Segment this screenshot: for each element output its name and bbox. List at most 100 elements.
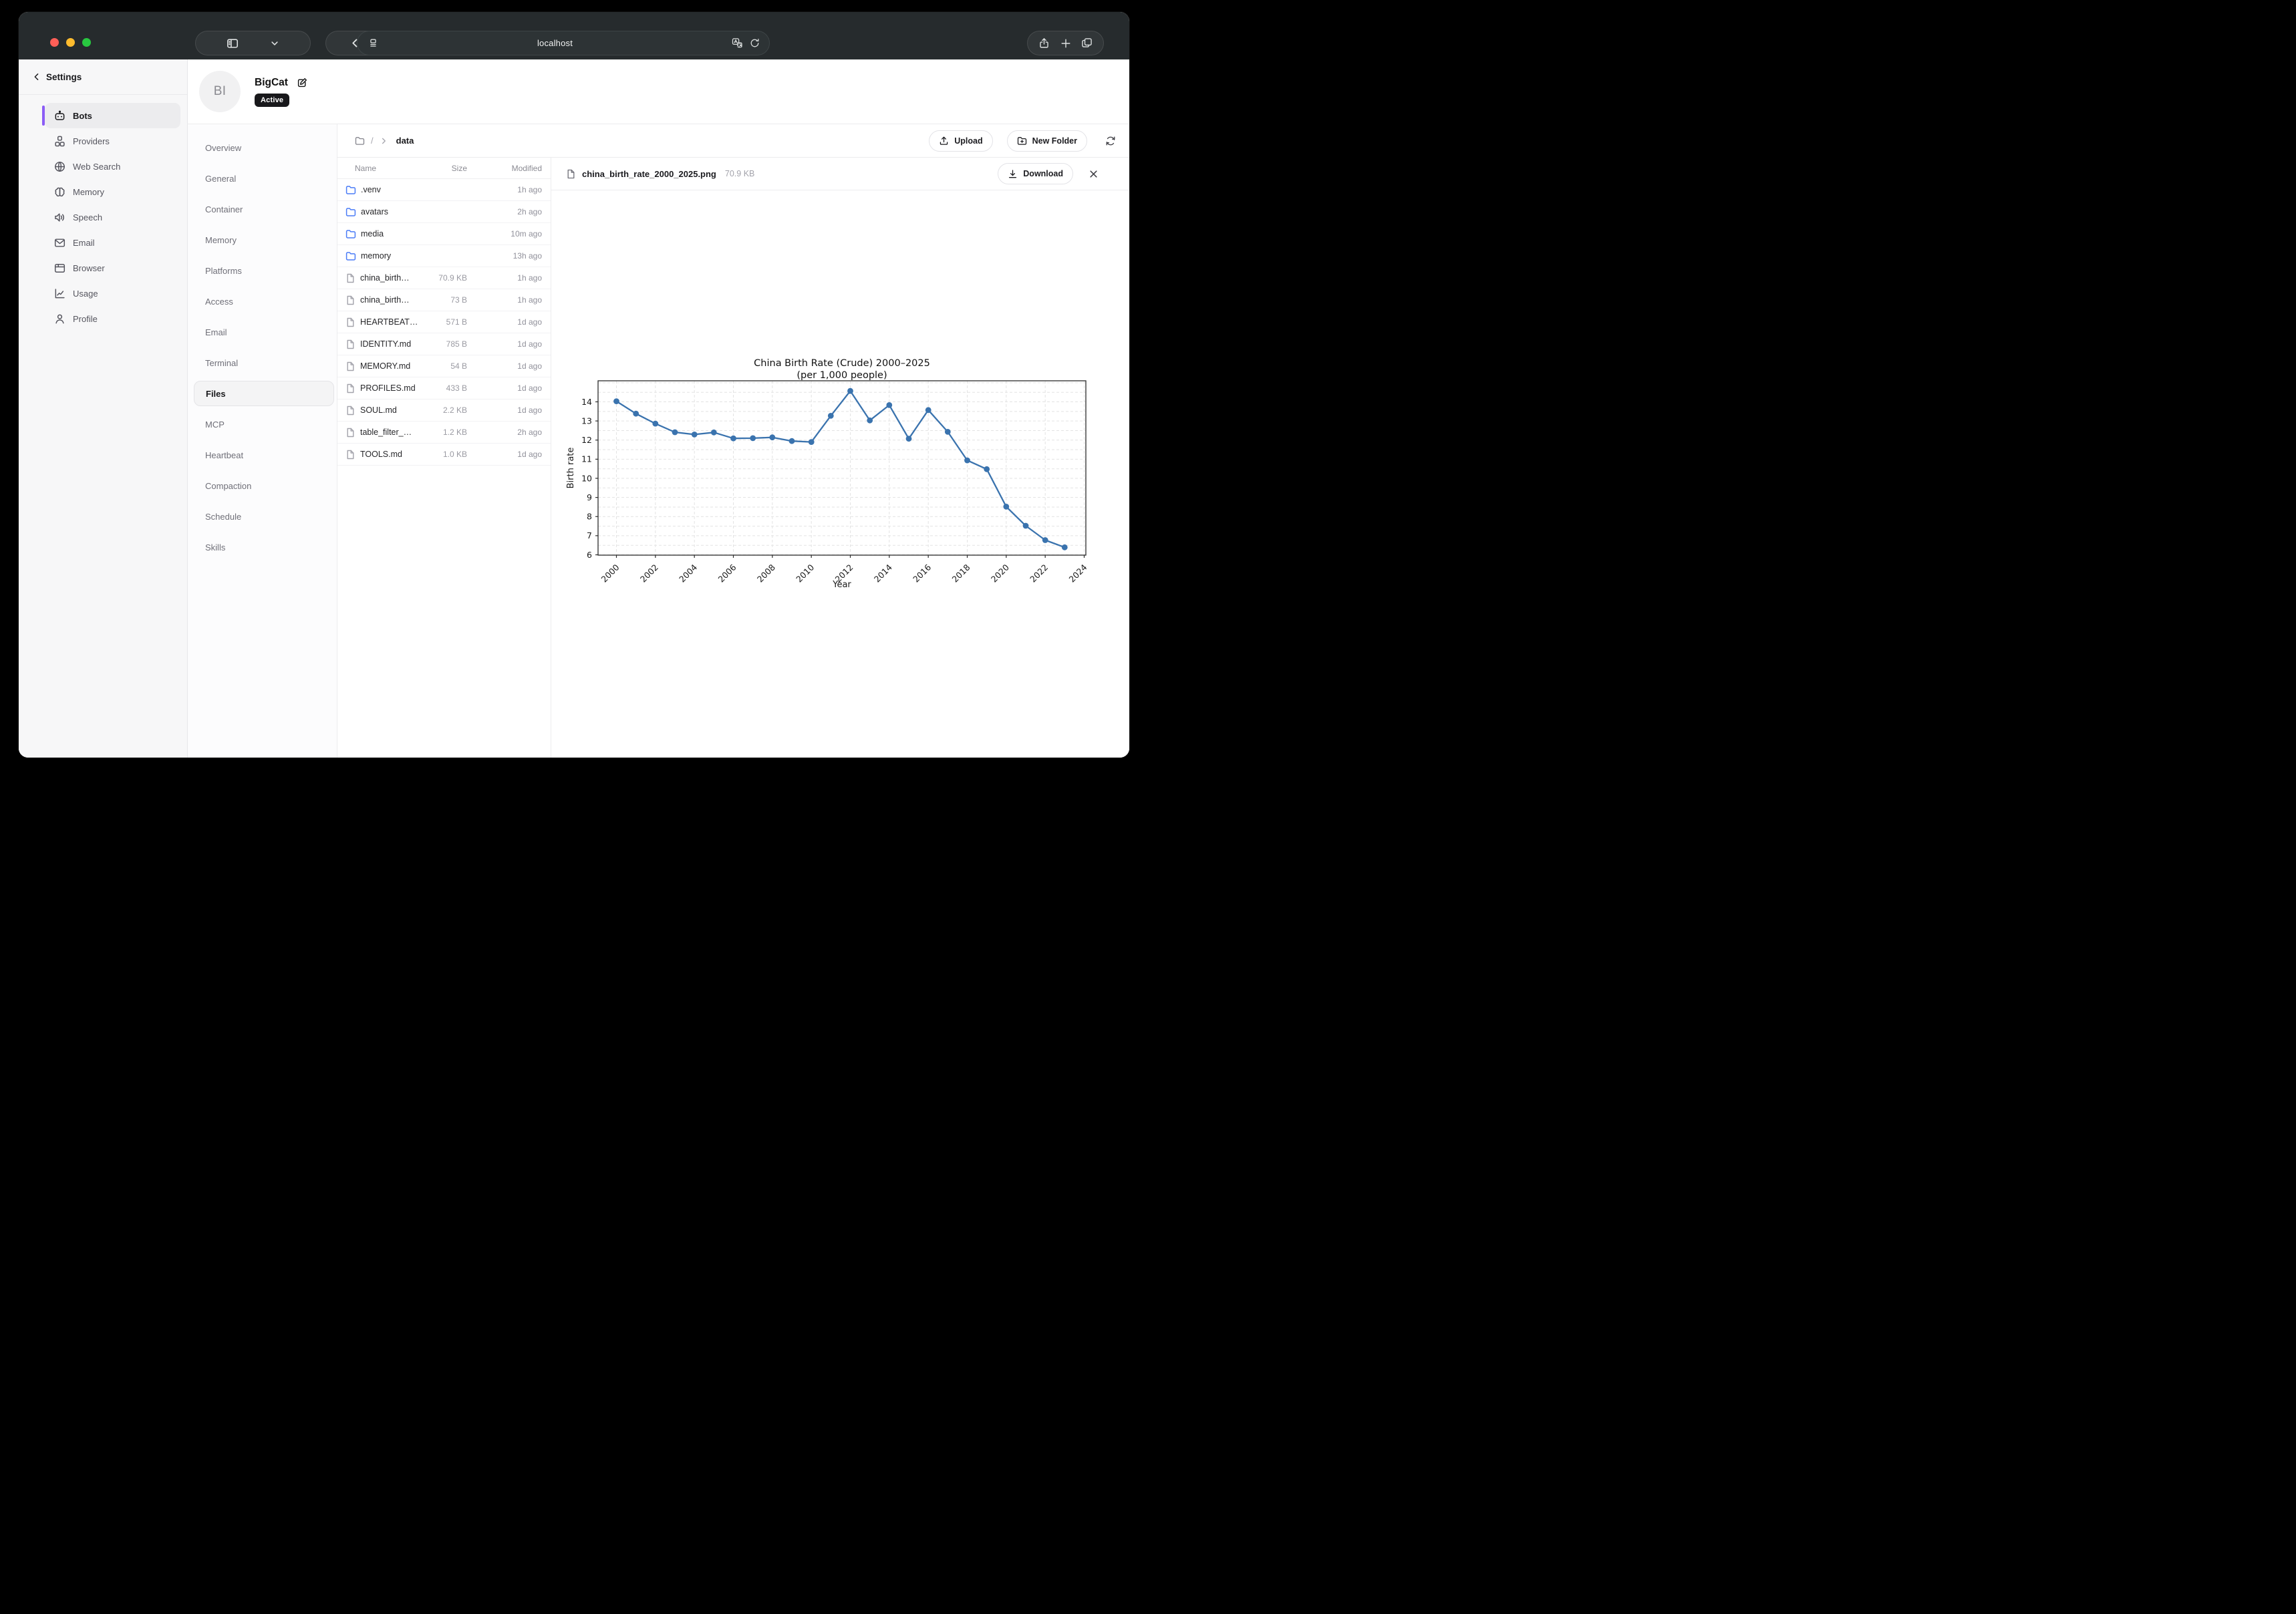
folder-plus-icon [1017, 136, 1027, 146]
translate-icon[interactable] [732, 37, 743, 49]
tab-access[interactable]: Access [205, 296, 233, 307]
sidebar-item-memory[interactable]: Memory [45, 179, 180, 204]
tab-files[interactable]: Files [194, 381, 334, 406]
table-row[interactable]: table_filter_… 1.2 KB 2h ago [337, 422, 551, 444]
table-row[interactable]: SOUL.md 2.2 KB 1d ago [337, 399, 551, 422]
back-button[interactable] [349, 31, 361, 55]
sidebar-item-browser[interactable]: Browser [45, 255, 180, 281]
svg-text:2004: 2004 [677, 562, 699, 584]
sidebar-item-label: Memory [73, 186, 104, 197]
close-button[interactable] [50, 38, 59, 47]
upload-button[interactable]: Upload [929, 130, 993, 152]
table-row[interactable]: avatars 2h ago [337, 201, 551, 223]
refresh-icon[interactable] [1105, 136, 1116, 146]
new-tab-icon[interactable] [1060, 31, 1071, 55]
sidebar-toggle-group [195, 31, 311, 55]
sidebar-item-label: Providers [73, 136, 110, 146]
table-row[interactable]: MEMORY.md 54 B 1d ago [337, 355, 551, 377]
tab-mcp[interactable]: MCP [205, 419, 225, 430]
address-bar[interactable]: localhost [357, 31, 770, 55]
new-folder-button[interactable]: New Folder [1006, 130, 1087, 152]
svg-text:9: 9 [587, 492, 592, 502]
reader-icon[interactable] [368, 38, 378, 48]
table-row[interactable]: china_birth… 73 B 1h ago [337, 289, 551, 311]
sidebar-list: Bots Providers Web Search Memory Speech Email… [19, 95, 187, 331]
file-modified: 2h ago [517, 428, 542, 437]
table-row[interactable]: memory 13h ago [337, 245, 551, 267]
folder-icon [345, 184, 356, 195]
tab-overview[interactable]: Overview [205, 142, 242, 153]
zoom-button[interactable] [82, 38, 91, 47]
svg-text:2000: 2000 [599, 562, 621, 584]
file-icon [345, 406, 355, 416]
column-size[interactable]: Size [451, 163, 467, 173]
reload-icon[interactable] [750, 38, 760, 48]
chart-subtitle: (per 1,000 people) [797, 370, 887, 381]
share-icon[interactable] [1038, 31, 1050, 55]
sidebar-item-speech[interactable]: Speech [45, 204, 180, 230]
globe-icon [54, 161, 65, 172]
tab-skills[interactable]: Skills [205, 542, 226, 552]
table-row[interactable]: PROFILES.md 433 B 1d ago [337, 377, 551, 399]
file-modified: 1d ago [517, 406, 542, 415]
tab-platforms[interactable]: Platforms [205, 265, 242, 276]
file-modified: 2h ago [517, 207, 542, 216]
edit-icon[interactable] [297, 77, 307, 88]
sidebar-item-web-search[interactable]: Web Search [45, 154, 180, 179]
chart-title: China Birth Rate (Crude) 2000–2025 [754, 358, 930, 369]
breadcrumb-root[interactable]: / [371, 136, 374, 146]
bot-name: BigCat [255, 76, 288, 88]
tab-container[interactable]: Container [205, 204, 243, 214]
tab-terminal[interactable]: Terminal [205, 357, 239, 368]
tab-schedule[interactable]: Schedule [205, 511, 242, 522]
sidebar-item-label: Profile [73, 313, 98, 324]
tab-heartbeat[interactable]: Heartbeat [205, 450, 244, 460]
toolbar-right-group [1027, 31, 1104, 55]
folder-icon [355, 136, 365, 146]
file-icon [345, 383, 355, 393]
file-icon [345, 428, 355, 438]
preview-file-name: china_birth_rate_2000_2025.png [582, 168, 716, 179]
tab-compaction[interactable]: Compaction [205, 480, 252, 491]
tab-email[interactable]: Email [205, 327, 227, 337]
table-row[interactable]: media 10m ago [337, 223, 551, 245]
chart-xlabel: Year [832, 580, 851, 590]
sidebar-toggle-icon[interactable] [227, 31, 239, 55]
sidebar-item-profile[interactable]: Profile [45, 306, 180, 331]
file-name: china_birth… [360, 295, 410, 305]
column-modified[interactable]: Modified [511, 163, 542, 173]
table-row[interactable]: HEARTBEAT… 571 B 1d ago [337, 311, 551, 333]
providers-icon [54, 136, 65, 147]
brain-icon [54, 186, 65, 198]
download-button[interactable]: Download [998, 163, 1073, 184]
sidebar-item-label: Email [73, 237, 95, 248]
file-modified: 13h ago [513, 251, 542, 261]
svg-text:2008: 2008 [755, 562, 777, 584]
file-icon [345, 361, 355, 371]
chevron-left-icon [32, 72, 41, 82]
close-preview-icon[interactable] [1089, 169, 1099, 179]
svg-text:7: 7 [587, 530, 592, 540]
table-row[interactable]: china_birth… 70.9 KB 1h ago [337, 267, 551, 289]
table-header: Name Size Modified [337, 158, 551, 179]
settings-header[interactable]: Settings [19, 59, 187, 95]
tabs-overview-icon[interactable] [1081, 31, 1093, 55]
chevron-down-icon[interactable] [270, 31, 279, 55]
minimize-button[interactable] [66, 38, 75, 47]
sidebar-item-usage[interactable]: Usage [45, 281, 180, 306]
breadcrumb-current[interactable]: data [396, 136, 414, 146]
sidebar-item-bots[interactable]: Bots [42, 103, 180, 128]
table-row[interactable]: IDENTITY.md 785 B 1d ago [337, 333, 551, 355]
svg-text:2006: 2006 [716, 562, 738, 584]
column-name[interactable]: Name [355, 163, 377, 173]
sidebar-item-label: Bots [73, 110, 92, 121]
file-modified: 1h ago [517, 185, 542, 194]
tab-memory[interactable]: Memory [205, 234, 237, 245]
table-row[interactable]: TOOLS.md 1.0 KB 1d ago [337, 444, 551, 466]
sidebar-item-providers[interactable]: Providers [45, 128, 180, 154]
svg-text:2014: 2014 [872, 562, 894, 584]
file-icon [345, 317, 355, 327]
tab-general[interactable]: General [205, 173, 237, 184]
sidebar-item-email[interactable]: Email [45, 230, 180, 255]
table-row[interactable]: .venv 1h ago [337, 179, 551, 201]
